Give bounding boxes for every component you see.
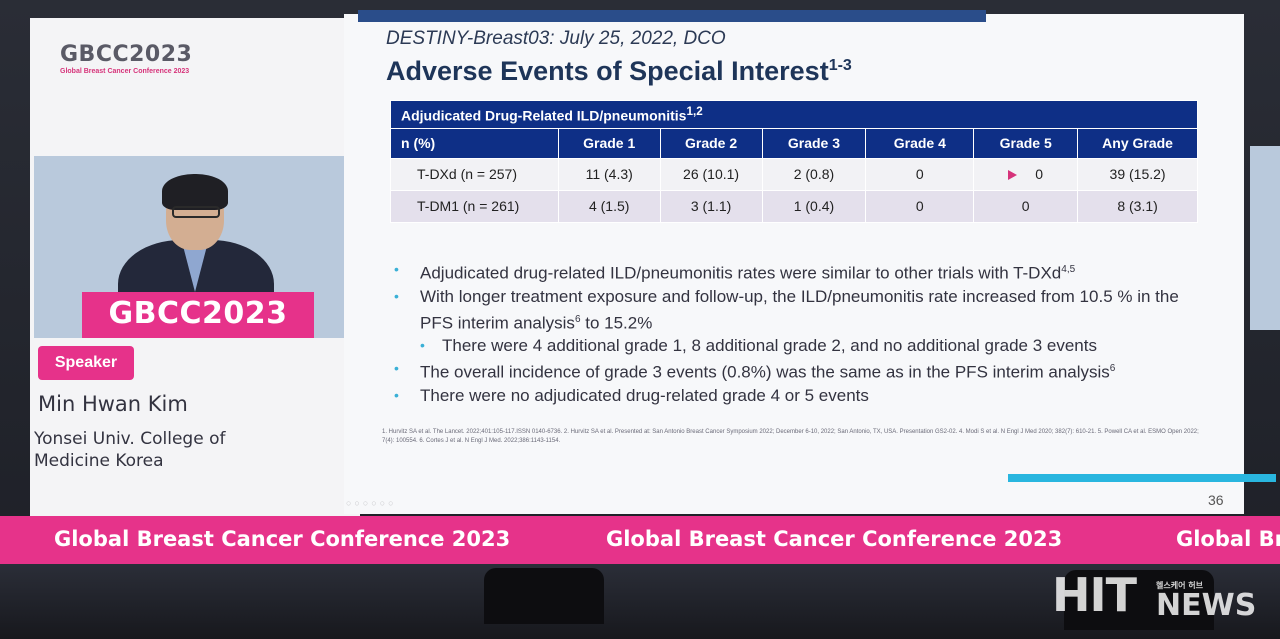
table-cell: T-DM1 (n = 261) — [390, 189, 559, 223]
logo-subtitle: Global Breast Cancer Conference 2023 — [60, 68, 190, 75]
bullet-sup: 4,5 — [1061, 264, 1076, 275]
slide-title-text: Adverse Events of Special Interest — [386, 56, 829, 86]
references: 1. Hurvitz SA et al. The Lancet. 2022;40… — [382, 429, 1199, 444]
bullet-sup: 6 — [574, 313, 581, 325]
slide-top-bar — [358, 10, 986, 22]
stage-monitor — [1064, 570, 1214, 630]
table-cell-with-pointer: 0 — [973, 157, 1079, 191]
bullet-item: Adjudicated drug-related ILD/pneumonitis… — [392, 258, 1212, 285]
table-header-n: n (%) — [390, 127, 559, 159]
table-header-any: Any Grade — [1077, 127, 1198, 159]
bullet-text: There were no adjudicated drug-related g… — [420, 385, 869, 405]
banner-text: Global Breast Cancer Conference 2023 — [54, 527, 511, 551]
speaker-name: Min Hwan Kim — [38, 392, 188, 416]
banner-text: Global Breast Cancer Conference 2023 — [606, 527, 1063, 551]
bullet-list: Adjudicated drug-related ILD/pneumonitis… — [392, 258, 1212, 407]
bullet-text: to 15.2% — [580, 313, 653, 333]
podium-text: GBCC2023 — [108, 296, 288, 331]
table-header-grade5: Grade 5 — [973, 127, 1079, 159]
bullet-item: With longer treatment exposure and follo… — [392, 285, 1212, 335]
table-cell: 1 (0.4) — [761, 189, 867, 223]
table-cell: 0 — [865, 189, 975, 223]
table-caption-sup: 1,2 — [686, 105, 703, 118]
bullet-text: There were 4 additional grade 1, 8 addit… — [442, 336, 1097, 356]
logo-text: GBCC2023 — [60, 42, 193, 67]
banner-text-cut: Global Bre — [1176, 527, 1280, 551]
speaker-video: GBCC2023 — [34, 156, 354, 338]
stage-monitor — [484, 568, 604, 624]
slide-title: Adverse Events of Special Interest1-3 — [386, 56, 852, 87]
table-cell: 0 — [1035, 166, 1044, 183]
table-caption-row: Adjudicated Drug-Related ILD/pneumonitis… — [390, 100, 1198, 129]
conference-banner: Global Breast Cancer Conference 2023 Glo… — [0, 516, 1280, 564]
gbcc-logo: GBCC2023 Global Breast Cancer Conference… — [60, 42, 210, 75]
ild-table: Adjudicated Drug-Related ILD/pneumonitis… — [390, 100, 1198, 223]
table-header-grade3: Grade 3 — [761, 127, 867, 159]
slide-controls: ○○○○○○ — [346, 498, 397, 508]
watermark-korean: 헬스케어 허브 — [1156, 581, 1203, 590]
table-caption: Adjudicated Drug-Related ILD/pneumonitis… — [390, 100, 1198, 129]
table-cell: 26 (10.1) — [659, 157, 763, 191]
table-row: T-DXd (n = 257) 11 (4.3) 26 (10.1) 2 (0.… — [390, 157, 1198, 191]
watermark-hit: HIT — [1052, 568, 1137, 622]
table-cell: 8 (3.1) — [1077, 189, 1198, 223]
bullet-item: The overall incidence of grade 3 events … — [392, 357, 1212, 384]
bullet-text: With longer treatment exposure and follo… — [420, 286, 1179, 333]
bullet-text: Adjudicated drug-related ILD/pneumonitis… — [420, 263, 1062, 283]
table-header-row: n (%) Grade 1 Grade 2 Grade 3 Grade 4 Gr… — [390, 127, 1198, 159]
podium: GBCC2023 — [82, 292, 314, 338]
bullet-text: The overall incidence of grade 3 events … — [420, 362, 1110, 382]
page-number: 36 — [1208, 492, 1224, 508]
table-cell: 0 — [973, 189, 1079, 223]
table-cell: 3 (1.1) — [659, 189, 763, 223]
slide-title-sup: 1-3 — [828, 57, 852, 74]
table-cell: 2 (0.8) — [761, 157, 867, 191]
table-header-grade4: Grade 4 — [865, 127, 975, 159]
table-row: T-DM1 (n = 261) 4 (1.5) 3 (1.1) 1 (0.4) … — [390, 189, 1198, 223]
table-cell: 0 — [865, 157, 975, 191]
speaker-hair — [162, 174, 228, 210]
table-header-grade2: Grade 2 — [659, 127, 763, 159]
table-cell: T-DXd (n = 257) — [390, 157, 559, 191]
laser-pointer-icon — [1008, 170, 1018, 181]
bullet-item: There were no adjudicated drug-related g… — [392, 384, 1212, 407]
speaker-badge: Speaker — [38, 346, 134, 380]
table-caption-text: Adjudicated Drug-Related ILD/pneumonitis — [401, 107, 687, 124]
watermark-news: NEWS — [1156, 588, 1257, 623]
bullet-sub-item: There were 4 additional grade 1, 8 addit… — [392, 334, 1212, 357]
table-cell: 4 (1.5) — [557, 189, 661, 223]
speaker-affiliation: Yonsei Univ. College of Medicine Korea — [34, 429, 226, 471]
table-cell: 11 (4.3) — [557, 157, 661, 191]
accent-bar — [1008, 474, 1276, 482]
table-header-grade1: Grade 1 — [557, 127, 661, 159]
glasses-icon — [172, 206, 220, 218]
slide-subtitle: DESTINY-Breast03: July 25, 2022, DCO — [386, 28, 726, 49]
bullet-sup: 6 — [1109, 363, 1116, 375]
right-video-edge — [1250, 146, 1280, 330]
table-cell: 39 (15.2) — [1077, 157, 1198, 191]
